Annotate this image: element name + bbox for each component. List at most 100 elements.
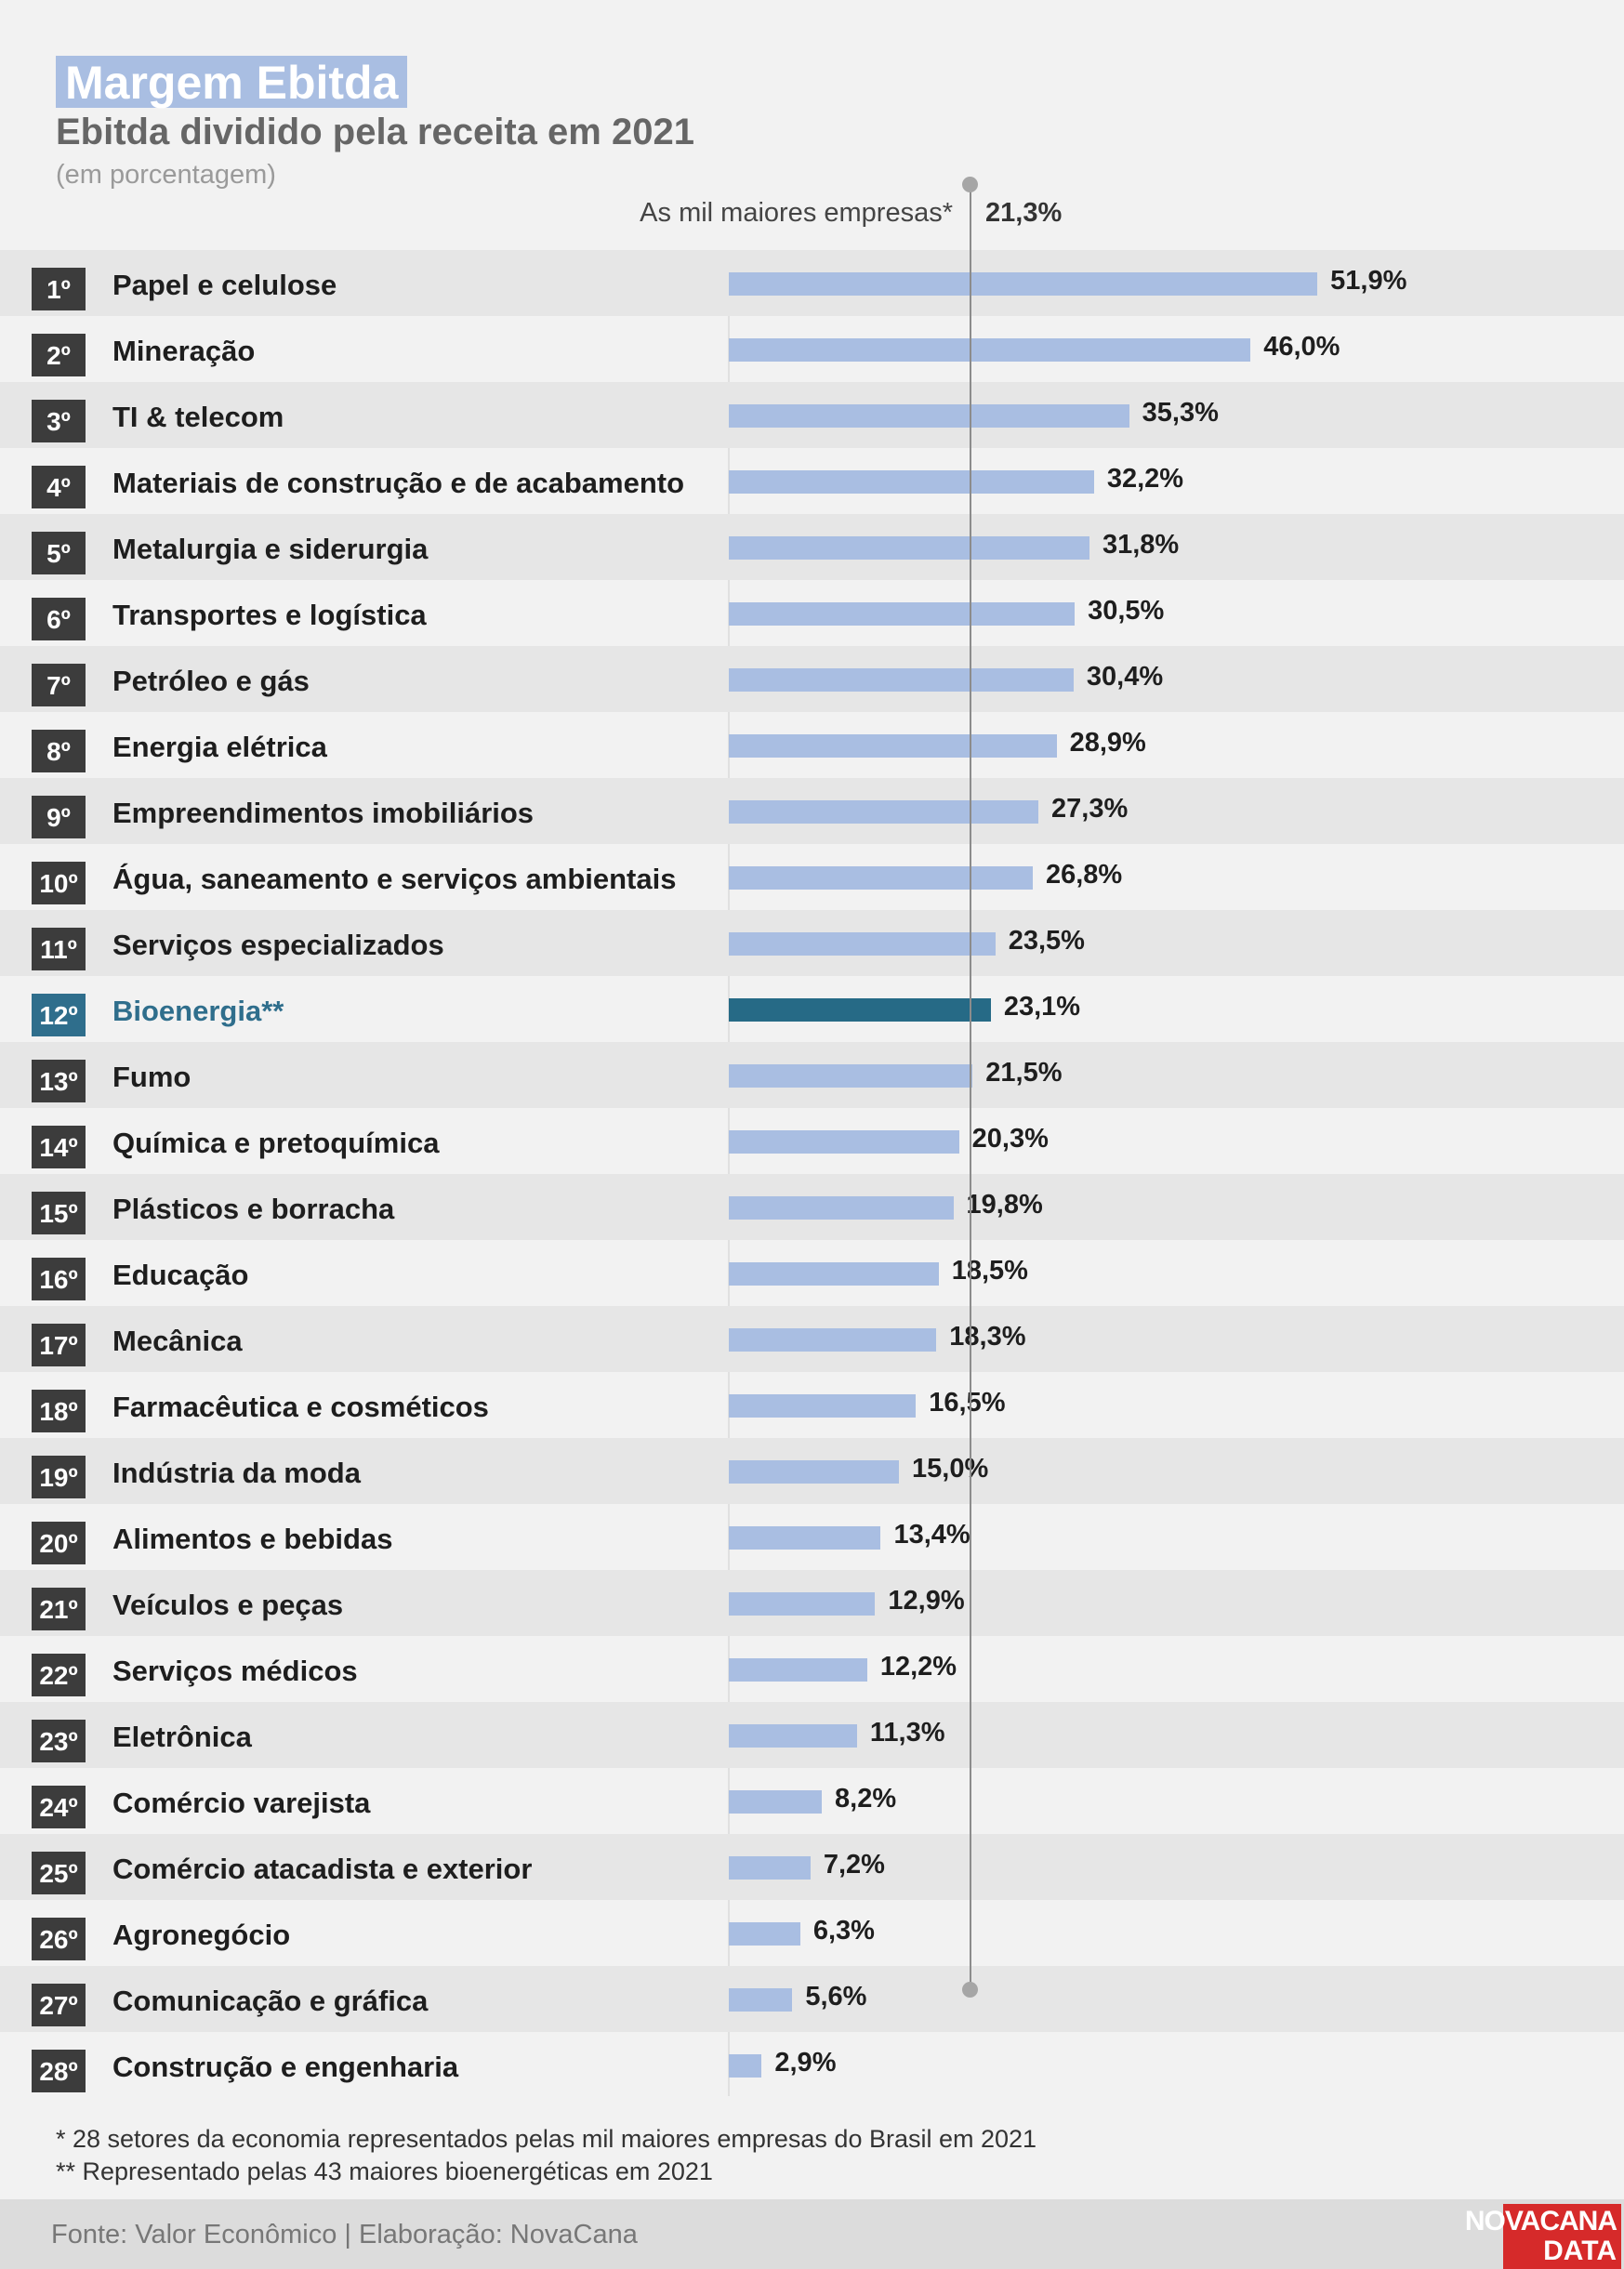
bar <box>729 1394 917 1418</box>
chart-row: 27º Comunicação e gráfica 5,6% <box>0 1966 1624 2032</box>
value-label: 8,2% <box>835 1784 897 1814</box>
reference-line-bottom-dot <box>962 1982 979 1998</box>
footnote-1: * 28 setores da economia representados p… <box>56 2125 1037 2153</box>
rank-badge: 24º <box>32 1786 86 1828</box>
value-label: 31,8% <box>1102 530 1180 560</box>
chart-row: 23º Eletrônica 11,3% <box>0 1702 1624 1768</box>
logo-line-2: DATA <box>1543 2236 1617 2266</box>
bar <box>729 1064 973 1088</box>
value-label: 35,3% <box>1142 398 1219 428</box>
bar <box>729 1790 823 1814</box>
bar <box>729 1526 881 1550</box>
category-label: Serviços médicos <box>112 1655 358 1687</box>
bar <box>729 602 1076 626</box>
rank-badge: 25º <box>32 1852 86 1894</box>
bar <box>729 1658 867 1682</box>
category-label: Alimentos e bebidas <box>112 1523 393 1555</box>
bar <box>729 404 1129 428</box>
bar-rows: 1º Papel e celulose 51,9% 2º Mineração 46,0% 3… <box>0 250 1624 2098</box>
bar <box>729 1856 811 1880</box>
value-label: 21,5% <box>985 1058 1063 1088</box>
value-label: 26,8% <box>1045 860 1123 890</box>
value-label: 7,2% <box>823 1850 885 1880</box>
chart-title-box: Margem Ebitda <box>56 56 408 108</box>
footer-bar: Fonte: Valor Econômico | Elaboração: Nov… <box>0 2199 1624 2269</box>
rank-badge: 28º <box>32 2050 86 2092</box>
reference-line-top-dot <box>962 177 979 192</box>
bar <box>729 1262 939 1286</box>
rank-badge: 7º <box>32 664 86 706</box>
rank-badge: 18º <box>32 1390 86 1432</box>
category-label: Transportes e logística <box>112 599 427 631</box>
category-label: Materiais de construção e de acabamento <box>112 467 685 499</box>
value-label: 30,5% <box>1088 596 1165 626</box>
category-label: Veículos e peças <box>112 1589 344 1621</box>
category-label: Construção e engenharia <box>112 2051 459 2083</box>
category-label: Empreendimentos imobiliários <box>112 797 535 829</box>
category-label: Serviços especializados <box>112 929 444 961</box>
chart-row: 19º Indústria da moda 15,0% <box>0 1438 1624 1504</box>
rank-badge: 10º <box>32 862 86 904</box>
bar <box>729 1988 793 2012</box>
value-label: 16,5% <box>929 1388 1006 1418</box>
value-label: 2,9% <box>774 2048 837 2078</box>
rank-badge: 17º <box>32 1324 86 1366</box>
bar <box>729 800 1039 824</box>
category-label: Indústria da moda <box>112 1457 361 1489</box>
value-label: 32,2% <box>1106 464 1184 494</box>
chart-row: 24º Comércio varejista 8,2% <box>0 1768 1624 1834</box>
value-label: 12,9% <box>888 1586 965 1616</box>
rank-badge: 12º <box>32 994 86 1036</box>
rank-badge: 2º <box>32 334 86 376</box>
value-label: 18,5% <box>951 1256 1028 1286</box>
category-label: TI & telecom <box>112 401 284 433</box>
category-label: Petróleo e gás <box>112 665 310 697</box>
reference-label: As mil maiores empresas* <box>640 198 953 228</box>
category-label: Bioenergia** <box>112 995 284 1027</box>
chart-row: 6º Transportes e logística 30,5% <box>0 580 1624 646</box>
rank-badge: 19º <box>32 1456 86 1498</box>
chart-row: 26º Agronegócio 6,3% <box>0 1900 1624 1966</box>
bar <box>729 1592 876 1616</box>
chart-row: 18º Farmacêutica e cosméticos 16,5% <box>0 1372 1624 1438</box>
chart-row: 11º Serviços especializados 23,5% <box>0 910 1624 976</box>
bar <box>729 1130 959 1154</box>
category-label: Comércio varejista <box>112 1787 371 1819</box>
chart-row: 4º Materiais de construção e de acabament… <box>0 448 1624 514</box>
rank-badge: 13º <box>32 1060 86 1102</box>
rank-badge: 11º <box>32 928 86 970</box>
bar <box>729 932 996 956</box>
value-label: 46,0% <box>1263 332 1340 362</box>
value-label: 12,2% <box>879 1652 957 1682</box>
rank-badge: 8º <box>32 730 86 772</box>
value-label: 18,3% <box>949 1322 1026 1352</box>
footnote-2: ** Representado pelas 43 maiores bioener… <box>56 2157 713 2185</box>
bar <box>729 866 1033 890</box>
category-label: Energia elétrica <box>112 731 327 763</box>
chart-row: 8º Energia elétrica 28,9% <box>0 712 1624 778</box>
value-label: 15,0% <box>912 1454 989 1484</box>
rank-badge: 27º <box>32 1984 86 2026</box>
unit-note: (em porcentagem) <box>56 160 276 190</box>
chart-row: 12º Bioenergia** 23,1% <box>0 976 1624 1042</box>
category-label: Fumo <box>112 1061 191 1093</box>
bar <box>729 734 1057 758</box>
chart-row: 25º Comércio atacadista e exterior 7,2% <box>0 1834 1624 1900</box>
chart-row: 10º Água, saneamento e serviços ambientai… <box>0 844 1624 910</box>
category-label: Comércio atacadista e exterior <box>112 1853 533 1885</box>
value-label: 13,4% <box>893 1520 970 1550</box>
category-label: Mineração <box>112 335 256 367</box>
chart-row: 20º Alimentos e bebidas 13,4% <box>0 1504 1624 1570</box>
value-label: 27,3% <box>1051 794 1129 824</box>
reference-value: 21,3% <box>985 198 1063 228</box>
category-label: Eletrônica <box>112 1721 252 1753</box>
category-label: Química e pretoquímica <box>112 1127 440 1159</box>
bar <box>729 1922 800 1946</box>
bar <box>729 668 1074 692</box>
category-label: Plásticos e borracha <box>112 1193 395 1225</box>
rank-badge: 21º <box>32 1588 86 1630</box>
chart-row: 13º Fumo 21,5% <box>0 1042 1624 1108</box>
rank-badge: 4º <box>32 466 86 508</box>
category-label: Mecânica <box>112 1325 243 1357</box>
value-label: 51,9% <box>1330 266 1407 296</box>
